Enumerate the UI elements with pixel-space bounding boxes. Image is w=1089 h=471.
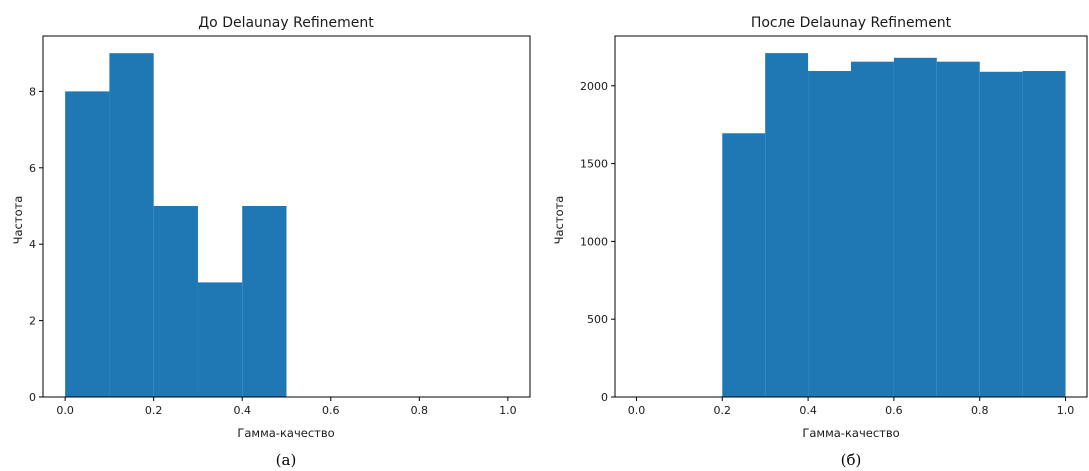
histogram-bar — [936, 61, 980, 398]
y-axis-label: Частота — [11, 196, 25, 245]
x-tick-label: 1.0 — [1057, 404, 1075, 417]
histogram-bar — [1022, 71, 1066, 397]
y-tick-label: 0 — [601, 391, 608, 404]
subfigure-caption: (а) — [276, 451, 297, 469]
x-tick-label: 0.0 — [56, 404, 74, 417]
y-tick-label: 500 — [587, 313, 608, 326]
x-tick-label: 0.6 — [885, 404, 903, 417]
y-tick-label: 4 — [29, 238, 36, 251]
plot-frame — [42, 35, 531, 398]
y-tick-label: 0 — [29, 391, 36, 404]
y-tick-label: 2 — [29, 315, 36, 328]
x-axis-label: Гамма-качество — [237, 426, 334, 440]
y-tick-label: 2000 — [580, 80, 608, 93]
histogram-panel-after: После Delaunay Refinement Гамма-качество… — [552, 15, 1088, 469]
histogram-bar — [242, 205, 287, 397]
x-tick-label: 0.0 — [628, 404, 646, 417]
chart-title: До Delaunay Refinement — [198, 15, 374, 31]
x-tick-label: 0.4 — [233, 404, 251, 417]
histogram-bar — [808, 71, 851, 397]
y-tick-label: 8 — [29, 85, 36, 98]
x-tick-label: 0.4 — [799, 404, 817, 417]
y-tick-label: 1500 — [580, 158, 608, 171]
x-tick-label: 0.6 — [322, 404, 340, 417]
chart-title: После Delaunay Refinement — [751, 15, 952, 31]
x-tick-label: 0.2 — [714, 404, 732, 417]
histogram-bar — [197, 282, 243, 397]
x-tick-label: 1.0 — [499, 404, 517, 417]
y-axis-label: Частота — [552, 196, 566, 245]
subfigure-caption: (б) — [841, 451, 862, 469]
x-tick-label: 0.2 — [145, 404, 163, 417]
histogram-panel-before: До Delaunay Refinement Гамма-качество Ча… — [11, 15, 531, 469]
histogram-bar — [979, 71, 1023, 398]
y-tick-label: 1000 — [580, 235, 608, 248]
histogram-bar — [893, 57, 937, 397]
histogram-bar — [153, 205, 198, 397]
histogram-bar — [109, 53, 154, 397]
histogram-bar — [851, 61, 894, 398]
x-tick-label: 0.8 — [411, 404, 429, 417]
histogram-bar — [765, 53, 809, 397]
histogram-bar — [65, 91, 110, 397]
histogram-bar — [722, 133, 766, 398]
plot-frame — [614, 35, 1088, 398]
y-tick-label: 6 — [29, 162, 36, 175]
x-tick-label: 0.8 — [971, 404, 989, 417]
x-axis-label: Гамма-качество — [802, 426, 899, 440]
